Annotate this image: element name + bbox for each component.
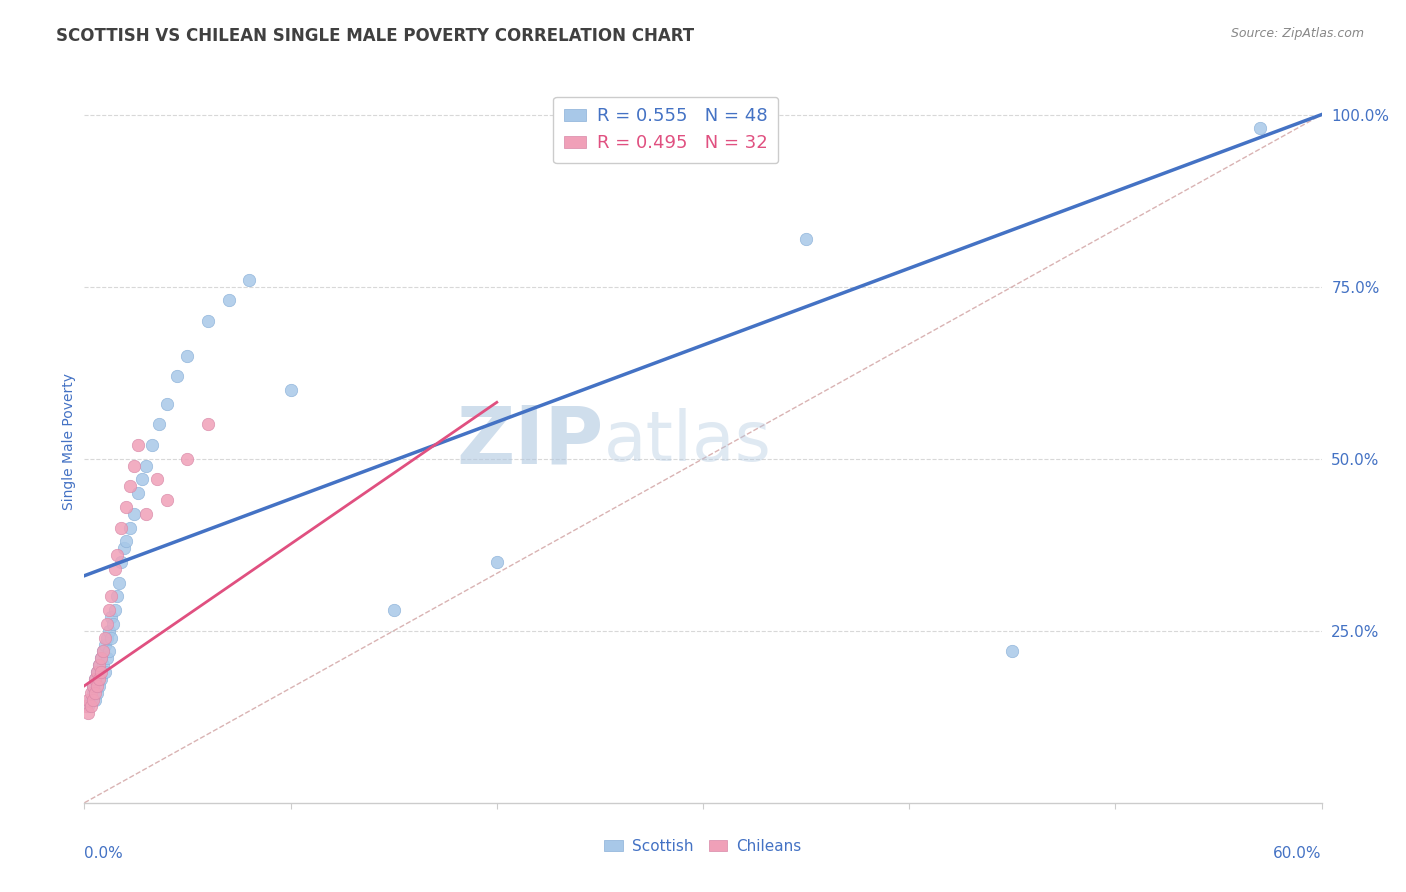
Point [131, 472, 153, 486]
Point [77, 706, 100, 721]
Point [176, 349, 198, 363]
Point [83, 692, 105, 706]
Point [110, 555, 132, 569]
Point [108, 575, 131, 590]
Point [90, 665, 112, 679]
Legend: Scottish, Chileans: Scottish, Chileans [599, 833, 807, 860]
Point [1001, 644, 1024, 658]
Point [91, 644, 114, 658]
Point [75, 699, 97, 714]
Point [100, 610, 122, 624]
Point [122, 458, 145, 473]
Text: SCOTTISH VS CHILEAN SINGLE MALE POVERTY CORRELATION CHART: SCOTTISH VS CHILEAN SINGLE MALE POVERTY … [56, 27, 695, 45]
Point [82, 679, 104, 693]
Point [90, 651, 112, 665]
Point [114, 500, 136, 514]
Point [98, 644, 121, 658]
Point [104, 562, 127, 576]
Point [135, 458, 157, 473]
Point [156, 397, 179, 411]
Point [82, 679, 104, 693]
Point [122, 507, 145, 521]
Point [98, 603, 121, 617]
Point [83, 686, 105, 700]
Point [156, 493, 179, 508]
Point [87, 679, 110, 693]
Point [118, 520, 141, 534]
Point [86, 679, 108, 693]
Point [218, 293, 240, 308]
Point [110, 520, 132, 534]
Point [118, 479, 141, 493]
Point [91, 644, 114, 658]
Point [96, 616, 118, 631]
Point [135, 507, 157, 521]
Point [86, 665, 108, 679]
Point [82, 692, 104, 706]
Point [114, 534, 136, 549]
Point [145, 472, 167, 486]
Text: atlas: atlas [605, 408, 772, 475]
Point [87, 672, 110, 686]
Point [148, 417, 170, 432]
Point [105, 590, 128, 604]
Point [100, 590, 122, 604]
Point [112, 541, 135, 556]
Point [87, 658, 110, 673]
Point [485, 555, 508, 569]
Point [176, 451, 198, 466]
Point [87, 658, 110, 673]
Point [79, 699, 101, 714]
Point [96, 631, 118, 645]
Point [90, 651, 112, 665]
Point [103, 616, 125, 631]
Point [104, 603, 127, 617]
Text: 60.0%: 60.0% [1274, 847, 1322, 861]
Text: 0.0%: 0.0% [84, 847, 124, 861]
Point [1249, 121, 1271, 136]
Point [280, 383, 302, 397]
Text: Source: ZipAtlas.com: Source: ZipAtlas.com [1230, 27, 1364, 40]
Point [197, 314, 219, 328]
Point [79, 692, 101, 706]
Point [86, 686, 108, 700]
Point [96, 651, 118, 665]
Point [94, 665, 117, 679]
Point [100, 631, 122, 645]
Text: ZIP: ZIP [457, 402, 605, 481]
Point [82, 686, 104, 700]
Point [91, 658, 114, 673]
Point [197, 417, 219, 432]
Point [77, 699, 100, 714]
Point [86, 665, 108, 679]
Point [94, 638, 117, 652]
Point [382, 603, 405, 617]
Point [166, 369, 188, 384]
Point [79, 686, 101, 700]
Point [83, 672, 105, 686]
Point [83, 672, 105, 686]
Point [90, 672, 112, 686]
Point [98, 624, 121, 638]
Point [127, 438, 149, 452]
Point [77, 692, 100, 706]
Point [141, 438, 163, 452]
Point [105, 548, 128, 562]
Point [794, 231, 817, 245]
Y-axis label: Single Male Poverty: Single Male Poverty [62, 373, 76, 510]
Point [238, 273, 260, 287]
Point [94, 631, 117, 645]
Point [127, 486, 149, 500]
